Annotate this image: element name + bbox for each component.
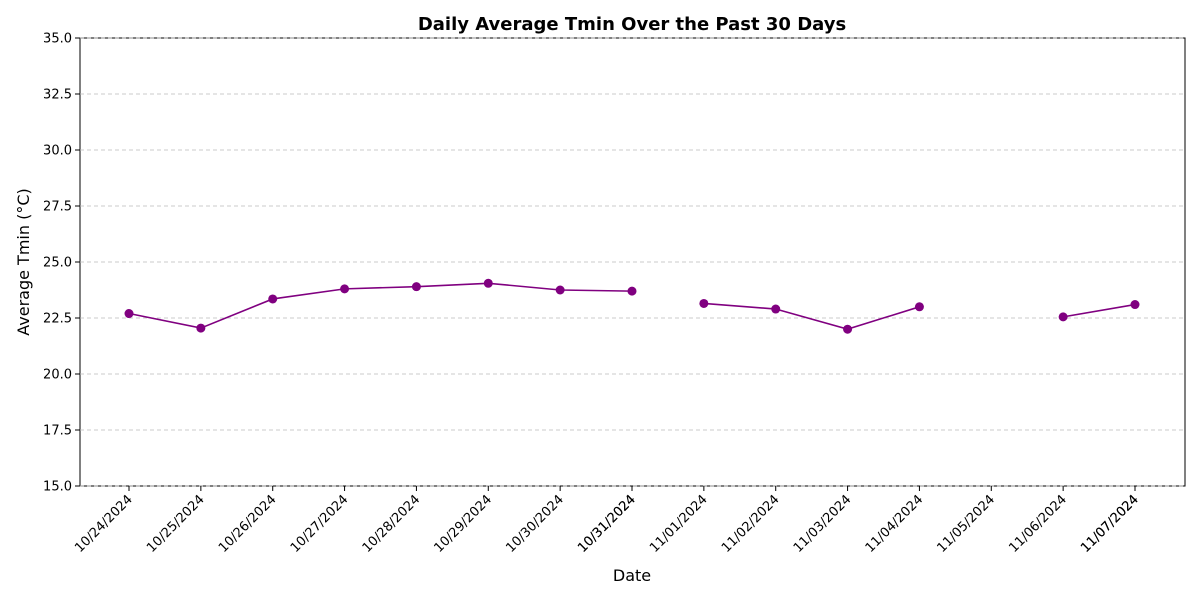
y-tick-label: 35.0: [43, 32, 72, 47]
data-point: [627, 286, 637, 296]
x-tick-label: 11/02/2024: [719, 492, 783, 556]
x-tick-label: 10/24/2024: [72, 492, 136, 556]
x-tick-label: 10/29/2024: [432, 492, 496, 556]
data-point: [411, 282, 421, 292]
data-point: [555, 285, 565, 295]
data-point: [268, 294, 278, 304]
y-tick-label: 22.5: [43, 312, 72, 327]
y-tick-label: 15.0: [43, 480, 72, 495]
y-tick-label: 32.5: [43, 88, 72, 103]
data-point: [124, 309, 134, 319]
data-point: [1058, 312, 1068, 322]
y-tick-label: 25.0: [43, 256, 72, 271]
data-point: [1130, 300, 1140, 310]
data-point: [914, 302, 924, 312]
x-tick-label: 10/27/2024: [288, 492, 352, 556]
data-point: [771, 304, 781, 314]
x-tick-label: 11/05/2024: [935, 492, 999, 556]
x-tick-label: 11/04/2024: [863, 492, 927, 556]
x-tick-label: 10/25/2024: [144, 492, 208, 556]
y-tick-label: 20.0: [43, 368, 72, 383]
data-point: [196, 323, 206, 333]
x-tick-label: 11/07/2024: [1078, 492, 1142, 556]
data-point: [699, 298, 709, 308]
y-tick-label: 17.5: [43, 424, 72, 439]
x-tick-label: 10/26/2024: [216, 492, 280, 556]
x-tick-label: 11/01/2024: [647, 492, 711, 556]
chart-title: Daily Average Tmin Over the Past 30 Days: [418, 14, 846, 35]
x-tick-label: 11/06/2024: [1006, 492, 1070, 556]
data-point: [843, 324, 853, 334]
x-tick-label: 10/28/2024: [360, 492, 424, 556]
y-axis-label: Average Tmin (°C): [14, 188, 33, 335]
data-point: [340, 284, 350, 294]
data-line: [128, 282, 1136, 331]
x-tick-label: 11/03/2024: [791, 492, 855, 556]
data-point: [483, 278, 493, 288]
x-tick-label: 10/31/2024: [575, 492, 639, 556]
x-tick-label: 10/30/2024: [503, 492, 567, 556]
x-axis-label: Date: [613, 566, 651, 585]
y-tick-label: 27.5: [43, 200, 72, 215]
y-tick-label: 30.0: [43, 144, 72, 159]
